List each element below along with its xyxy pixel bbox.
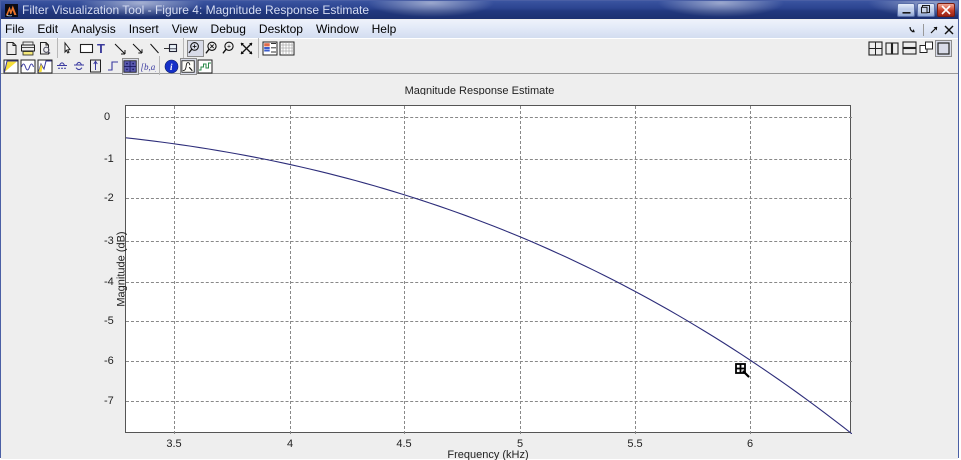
- svg-text:[b,a]: [b,a]: [141, 62, 157, 72]
- svg-text:T: T: [97, 41, 105, 56]
